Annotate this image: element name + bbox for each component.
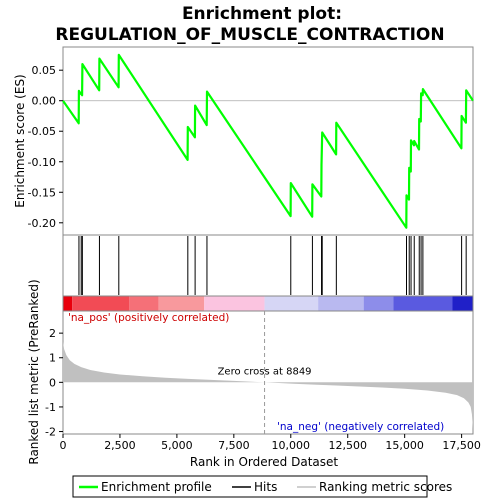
na-pos-label: 'na_pos' (positively correlated) — [68, 312, 229, 324]
heatmap-segment — [204, 296, 265, 311]
legend-enrichment-label: Enrichment profile — [101, 480, 212, 494]
x-tick-label: 12,500 — [328, 439, 367, 452]
metric-y-tick-label: 0 — [49, 376, 56, 389]
es-y-tick-label: -0.15 — [28, 186, 56, 199]
hits-panel — [62, 234, 474, 297]
hits-panel-frame — [62, 234, 474, 297]
heatmap-segment — [452, 296, 473, 311]
metric-panel-frame — [62, 310, 474, 435]
heatmap-segment — [72, 296, 130, 311]
na-neg-label: 'na_neg' (negatively correlated) — [277, 421, 444, 433]
es-y-tick-label: -0.10 — [28, 156, 56, 169]
ranking-metric-area — [63, 341, 473, 430]
heatmap-segment — [393, 296, 453, 311]
x-tick-label: 7,500 — [218, 439, 250, 452]
x-tick-label: 10,000 — [272, 439, 311, 452]
chart-title-line1: Enrichment plot: — [182, 4, 342, 24]
x-tick-label: 5,000 — [161, 439, 193, 452]
heatmap-segment — [264, 296, 319, 311]
es-panel-frame — [62, 46, 474, 236]
metric-y-tick-label: 2 — [49, 327, 56, 340]
metric-y-axis-label: Ranked list metric (PreRanked) — [27, 279, 41, 464]
heatmap-segment — [63, 296, 73, 311]
es-y-tick-label: -0.05 — [28, 125, 56, 138]
heatmap-segment — [129, 296, 159, 311]
legend: Enrichment profile Hits Ranking metric s… — [72, 475, 452, 498]
es-panel: 0.05 0.00 -0.05 -0.10 -0.15 -0.20 Enrichment … — [13, 46, 474, 236]
es-y-tick-label: 0.00 — [32, 95, 57, 108]
x-tick-label: 17,500 — [442, 439, 481, 452]
x-axis: 0 2,500 5,000 7,500 10,000 12,500 15,000 17,500 — [60, 434, 481, 452]
rank-heatmap-bar — [62, 295, 474, 312]
chart-title-line2: REGULATION_OF_MUSCLE_CONTRACTION — [55, 25, 444, 45]
metric-y-tick-label: 1 — [49, 352, 56, 365]
x-tick-label: 15,000 — [385, 439, 424, 452]
es-y-axis-label: Enrichment score (ES) — [13, 74, 27, 207]
x-tick-label: 0 — [60, 439, 67, 452]
legend-metric-label: Ranking metric scores — [319, 480, 452, 494]
es-y-tick-label: -0.20 — [28, 217, 56, 230]
heatmap-segment — [158, 296, 205, 311]
metric-panel: Zero cross at 8849 'na_pos' (positively … — [27, 279, 474, 465]
legend-hits-label: Hits — [254, 480, 277, 494]
metric-y-tick-label: -2 — [45, 426, 56, 439]
x-tick-label: 2,500 — [104, 439, 136, 452]
enrichment-profile-line — [62, 53, 474, 229]
heatmap-segment — [318, 296, 364, 311]
x-axis-label: Rank in Ordered Dataset — [190, 455, 338, 469]
zero-cross-label: Zero cross at 8849 — [218, 366, 312, 377]
heatmap-segment — [363, 296, 394, 311]
es-y-tick-label: 0.05 — [32, 64, 57, 77]
metric-y-tick-label: -1 — [45, 401, 56, 414]
